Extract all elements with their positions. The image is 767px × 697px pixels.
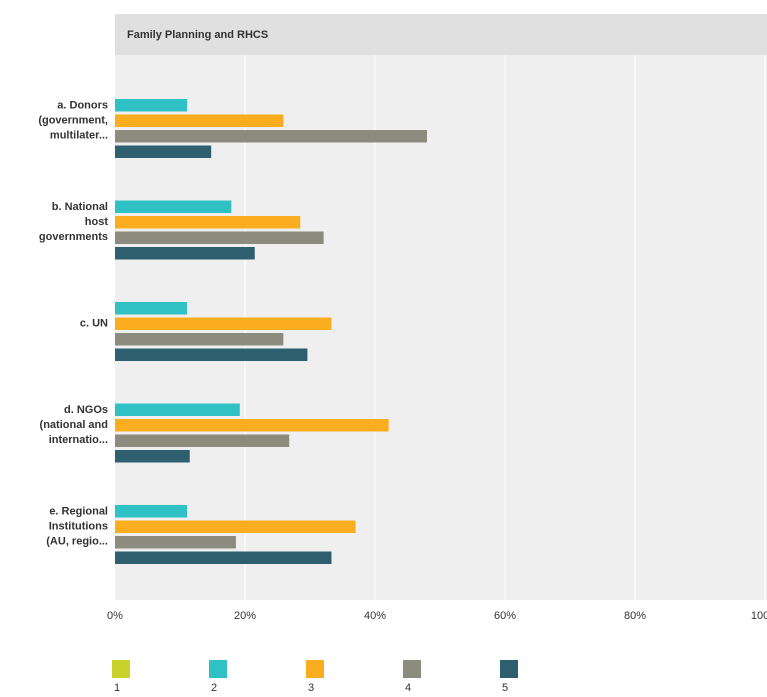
category-label: a. Donors — [57, 100, 108, 112]
chart-title: Family Planning and RHCS — [127, 29, 268, 41]
x-tick-label: 40% — [364, 610, 386, 622]
bar — [115, 434, 290, 447]
category-label: d. NGOs — [64, 404, 108, 416]
category-label: (national and — [40, 419, 108, 431]
legend-swatch — [500, 660, 518, 678]
bar — [115, 247, 255, 260]
category-label: b. National — [52, 201, 108, 213]
plot-background — [115, 14, 767, 600]
category-label: multilater... — [50, 130, 108, 142]
bar — [115, 114, 284, 127]
x-tick-label: 60% — [494, 610, 516, 622]
bar — [115, 317, 332, 330]
bar — [115, 99, 188, 112]
x-tick-label: 20% — [234, 610, 256, 622]
legend-swatch — [209, 660, 227, 678]
bar — [115, 551, 332, 564]
legend-swatch — [112, 660, 130, 678]
bar — [115, 348, 308, 361]
bar — [115, 302, 188, 315]
category-label: host — [85, 216, 109, 228]
x-tick-label: 0% — [107, 610, 123, 622]
legend-label: 4 — [405, 682, 411, 694]
category-label: (government, — [38, 115, 108, 127]
legend-label: 5 — [502, 682, 508, 694]
bar — [115, 145, 212, 158]
bar — [115, 505, 188, 518]
bar — [115, 520, 356, 533]
header-band — [115, 14, 767, 55]
x-tick-label: 80% — [624, 610, 646, 622]
bar — [115, 536, 236, 549]
bar — [115, 333, 284, 346]
bar — [115, 216, 301, 229]
category-label: governments — [39, 231, 108, 243]
legend-swatch — [403, 660, 421, 678]
bar — [115, 419, 389, 432]
bar — [115, 450, 190, 463]
x-tick-label: 100% — [751, 610, 767, 622]
legend-label: 3 — [308, 682, 314, 694]
category-label: (AU, regio... — [46, 536, 108, 548]
bar — [115, 130, 427, 143]
legend-label: 1 — [114, 682, 120, 694]
category-label: c. UN — [80, 318, 108, 330]
legend-swatch — [306, 660, 324, 678]
category-label: internatio... — [49, 434, 108, 446]
bar — [115, 200, 232, 213]
legend-label: 2 — [211, 682, 217, 694]
category-label: e. Regional — [49, 506, 108, 518]
category-label: Institutions — [49, 521, 108, 533]
bar — [115, 231, 324, 244]
bar — [115, 403, 240, 416]
